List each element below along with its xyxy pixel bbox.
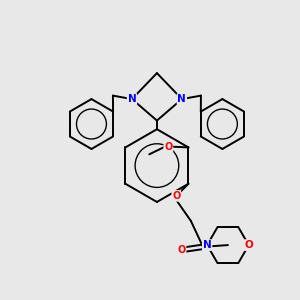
- Text: O: O: [172, 191, 180, 201]
- Text: N: N: [203, 240, 212, 250]
- Text: O: O: [244, 240, 253, 250]
- Text: O: O: [164, 142, 172, 152]
- Text: N: N: [128, 94, 136, 104]
- Text: N: N: [178, 94, 186, 104]
- Text: O: O: [177, 244, 186, 255]
